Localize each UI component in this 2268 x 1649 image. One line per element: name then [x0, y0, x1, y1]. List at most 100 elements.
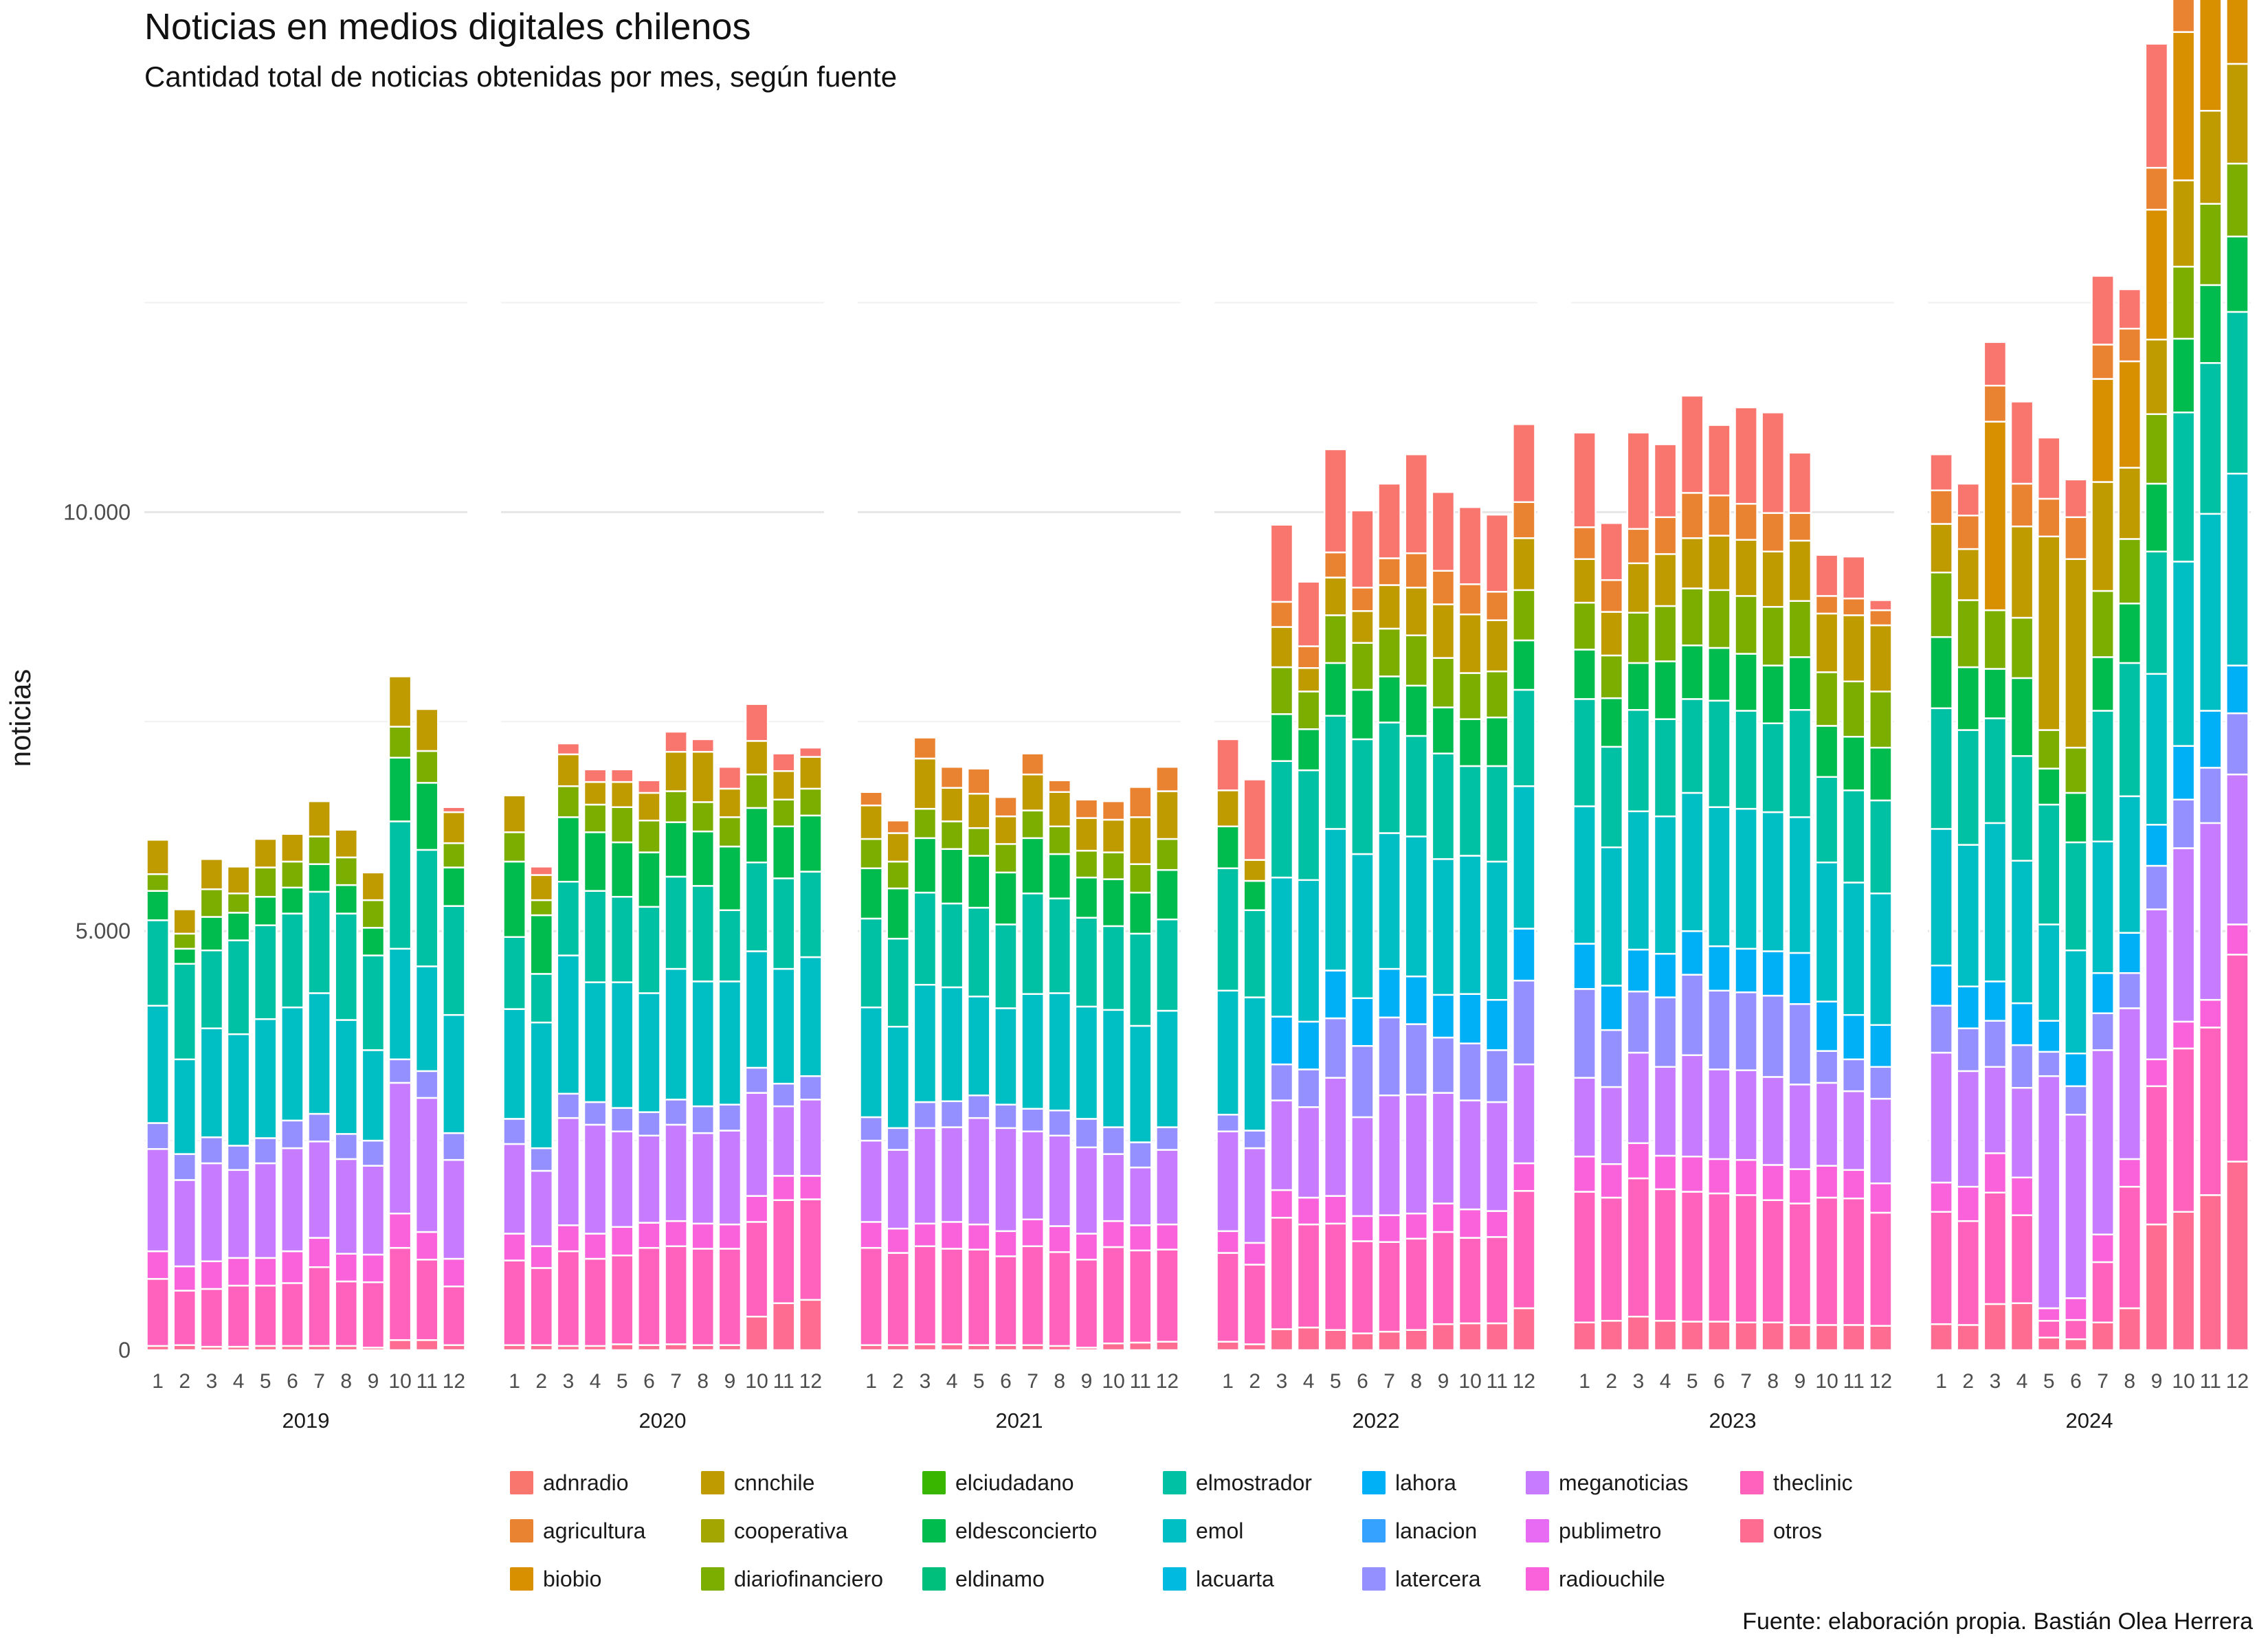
bar-segment — [2117, 538, 2142, 605]
bar-segment — [1404, 734, 1429, 838]
x-tick-label: 5 — [973, 1370, 985, 1393]
bar-segment — [1929, 1323, 1953, 1351]
bar-segment — [388, 1246, 412, 1341]
bar-segment — [1021, 893, 1045, 995]
bar-segment — [502, 1143, 526, 1235]
bar-segment — [1841, 789, 1866, 884]
legend-label: radiouchile — [1559, 1566, 1665, 1591]
bar-segment — [280, 912, 304, 1009]
bar-segment — [1296, 691, 1321, 730]
x-tick-label: 5 — [260, 1370, 271, 1393]
bar-segment — [280, 886, 304, 915]
bar-segment — [1956, 844, 1981, 987]
bar-segment — [886, 832, 911, 863]
bar-segment — [1869, 1325, 1893, 1351]
bar-segment — [1485, 1101, 1509, 1212]
bar-segment — [253, 1162, 278, 1259]
bar-segment — [1707, 699, 1731, 808]
bar-segment — [1707, 424, 1731, 497]
bar-segment — [334, 829, 359, 859]
bar-segment — [1626, 1142, 1651, 1180]
bar-segment — [2117, 1158, 2142, 1188]
bar-segment — [940, 1126, 964, 1223]
bar-segment — [1929, 964, 1953, 1007]
bar-segment — [1296, 1020, 1321, 1070]
bar-segment — [529, 1245, 554, 1269]
bar-segment — [1626, 662, 1651, 711]
bar-segment — [2036, 1307, 2061, 1322]
bar-segment — [744, 1066, 769, 1094]
bar-segment — [1216, 1252, 1240, 1343]
bar-segment — [2144, 43, 2169, 169]
bar-segment — [307, 863, 331, 893]
bar-segment — [1572, 1156, 1597, 1193]
x-tick-label: 2 — [1605, 1370, 1617, 1393]
bar-segment — [1814, 1081, 1839, 1167]
bar-segment — [1128, 1249, 1153, 1344]
bar-segment — [280, 1250, 304, 1284]
bar-segment — [1734, 710, 1758, 810]
bar-segment — [1269, 1016, 1294, 1066]
bar-segment — [173, 1265, 197, 1292]
bar-segment — [610, 1107, 634, 1132]
bar-segment — [799, 1075, 823, 1101]
bar-segment — [2198, 203, 2223, 287]
bar-segment — [1377, 1241, 1401, 1333]
bar-segment — [718, 980, 742, 1106]
bar-segment — [1956, 1027, 1981, 1073]
bar-segment — [2117, 288, 2142, 330]
legend-swatch — [510, 1519, 533, 1543]
bar-segment — [1404, 1093, 1429, 1215]
bar-segment — [1155, 790, 1179, 840]
bar-segment — [2036, 767, 2061, 806]
bar-segment — [2010, 860, 2034, 1005]
bar-segment — [1350, 586, 1375, 612]
bar-segment — [1680, 492, 1704, 539]
bar-segment — [1155, 765, 1179, 792]
bar-segment — [1074, 1118, 1099, 1149]
bar-segment — [199, 916, 224, 952]
bar-segment — [966, 827, 991, 857]
bar-segment — [1128, 1141, 1153, 1169]
bar-segment — [146, 1250, 170, 1280]
bar-segment — [1814, 1165, 1839, 1199]
x-tick-label: 4 — [1303, 1370, 1315, 1393]
legend-swatch — [922, 1471, 946, 1494]
bar-segment — [1021, 1245, 1045, 1346]
bar-segment — [1269, 626, 1294, 669]
bar-segment — [1814, 1196, 1839, 1326]
bar-segment — [2091, 344, 2115, 380]
bar-segment — [1929, 707, 1953, 830]
x-tick-label: 1 — [1935, 1370, 1947, 1393]
bar-segment — [1983, 822, 2008, 983]
legend-label: emol — [1196, 1518, 1244, 1543]
bar-segment — [1599, 1320, 1624, 1351]
bar-segment — [2144, 208, 2169, 341]
bar-segment — [1216, 867, 1240, 992]
bar-segment — [2144, 482, 2169, 552]
bar-segment — [744, 950, 769, 1069]
bar-segment — [771, 1175, 796, 1201]
bar-segment — [1707, 1192, 1731, 1323]
bar-segment — [1485, 619, 1509, 673]
bar-segment — [388, 1212, 412, 1249]
bar-segment — [583, 1101, 608, 1126]
bar-segment — [1761, 664, 1786, 724]
bar-segment — [1269, 524, 1294, 603]
bar-segment — [1653, 553, 1678, 607]
bar-segment — [1841, 1013, 1866, 1061]
bar-segment — [1128, 1341, 1153, 1351]
bar-segment — [334, 1133, 359, 1160]
legend-swatch — [1740, 1519, 1764, 1543]
bar-segment — [1350, 688, 1375, 741]
bar-segment — [1653, 660, 1678, 720]
bar-segment — [1956, 729, 1981, 846]
bar-segment — [771, 798, 796, 828]
legend-item: emol — [1163, 1512, 1243, 1550]
bar-segment — [1074, 817, 1099, 852]
bar-segment — [1734, 539, 1758, 597]
bar-segment — [1047, 1109, 1072, 1137]
bar-segment — [1155, 838, 1179, 871]
bar-segment — [199, 1027, 224, 1138]
